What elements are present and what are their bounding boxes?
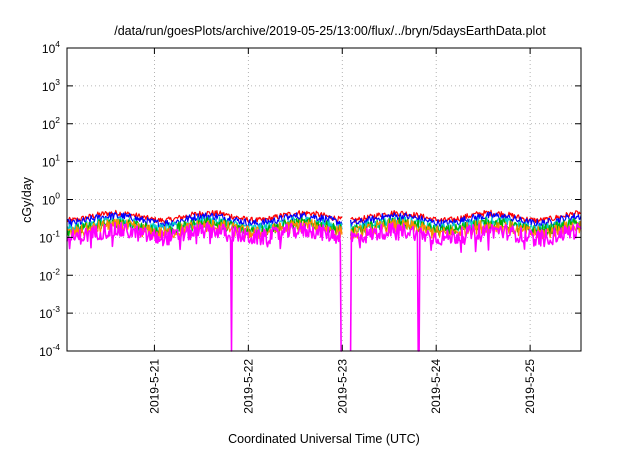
series-line [66,211,582,228]
grid-lines [67,48,581,351]
axes: 10-4 10-3 10-2 10-1 100 101 102 103 104 2019-5-21… [39,39,582,414]
x-tick-label: 2019-5-23 [335,359,349,414]
x-tick-label: 2019-5-25 [523,359,537,414]
x-tick-label: 2019-5-21 [147,359,161,414]
y-tick-label: 104 [42,39,60,56]
x-axis-label: Coordinated Universal Time (UTC) [228,432,420,446]
series-layer [66,209,582,352]
y-tick-label: 10-2 [39,266,60,283]
y-tick-label: 10-3 [39,304,60,321]
y-tick-label: 10-1 [39,228,60,245]
y-tick-label: 101 [42,153,60,170]
x-tick-label: 2019-5-24 [429,359,443,414]
y-tick-label: 102 [42,115,60,132]
y-axis-label: cGy/day [20,176,34,223]
y-tick-label: 103 [42,77,60,94]
series-line [66,221,582,352]
y-tick-label: 100 [42,191,60,208]
plot-frame [66,47,582,352]
x-tick-label: 2019-5-22 [241,359,255,414]
y-tick-label: 10-4 [39,342,60,359]
chart-title: /data/run/goesPlots/archive/2019-05-25/1… [114,24,546,38]
